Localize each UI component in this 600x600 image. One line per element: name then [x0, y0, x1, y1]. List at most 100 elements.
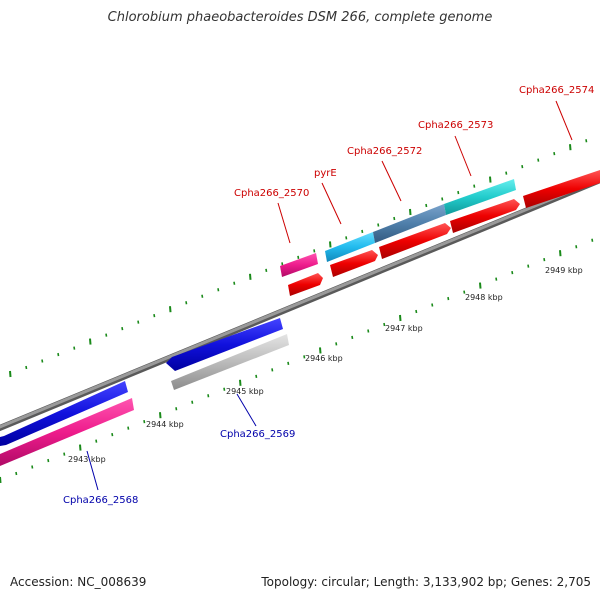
cds-pyre-arrow[interactable] [330, 250, 378, 277]
tick-mark [409, 208, 412, 216]
tick-mark [345, 236, 348, 240]
tick-mark [569, 144, 572, 151]
tick-mark [511, 271, 514, 275]
tick-mark [79, 444, 82, 451]
scale-label-2948: 2948 kbp [465, 293, 503, 302]
tick-mark [127, 426, 130, 430]
tick-mark [0, 476, 2, 484]
tick-mark [559, 250, 562, 257]
tick-mark [495, 277, 498, 281]
tick-mark [329, 241, 332, 248]
tick-track-lower [0, 238, 594, 484]
tick-mark [271, 368, 274, 372]
tick-mark [415, 309, 418, 314]
tick-mark [399, 314, 402, 322]
tick-mark [73, 346, 76, 350]
tick-mark [361, 229, 364, 234]
tick-mark [473, 184, 476, 188]
gene-label-cpha266-2573: Cpha266_2573 [418, 120, 493, 131]
tick-mark [393, 216, 396, 221]
tick-mark [505, 171, 508, 175]
cds-cpha266-2573-arrow[interactable] [450, 199, 520, 233]
tick-mark [217, 288, 220, 292]
scale-label-2943: 2943 kbp [68, 455, 106, 464]
tick-mark [521, 165, 524, 169]
tick-mark [255, 374, 258, 378]
cds-cpha266-2570-arrow[interactable] [288, 273, 323, 296]
tick-mark [239, 379, 242, 386]
tick-mark [121, 327, 124, 331]
accession-text: Accession: NC_008639 [10, 575, 147, 589]
tick-mark [47, 458, 50, 463]
tick-mark [575, 245, 578, 249]
tick-mark [25, 365, 28, 370]
scale-label-2945: 2945 kbp [226, 387, 264, 396]
tick-mark [425, 203, 428, 208]
tick-mark [105, 333, 108, 337]
tick-mark [303, 355, 306, 359]
tick-mark [441, 197, 444, 201]
gene-cpha266-2572-feature[interactable] [373, 204, 446, 243]
tick-mark [201, 294, 204, 298]
tick-mark [95, 439, 98, 443]
tick-mark [41, 359, 44, 363]
tick-mark [223, 387, 226, 391]
tick-mark [553, 152, 556, 156]
cds-cpha266-2574-arrow[interactable] [523, 170, 600, 208]
tick-mark [367, 329, 370, 333]
tick-mark [137, 320, 140, 324]
topology-text: Topology: circular; Length: 3,133,902 bp… [261, 575, 591, 589]
tick-mark [191, 400, 194, 404]
tick-mark [463, 290, 466, 294]
tick-mark [431, 303, 434, 307]
tick-mark [281, 262, 284, 266]
tick-mark [297, 255, 300, 259]
tick-mark [319, 347, 322, 354]
tick-mark [143, 420, 146, 424]
tick-mark [591, 238, 594, 242]
gene-cpha266-2573-feature[interactable] [444, 179, 516, 215]
tick-mark [89, 338, 92, 345]
tick-mark [585, 139, 588, 143]
tick-mark [537, 158, 540, 162]
tick-mark [111, 433, 114, 437]
cds-cpha266-2568-arrow[interactable] [0, 381, 128, 446]
scale-label-2947: 2947 kbp [385, 324, 423, 333]
tick-mark [169, 306, 172, 313]
gene-label-cpha266-2572: Cpha266_2572 [347, 146, 422, 157]
tick-mark [479, 282, 482, 289]
gene-label-cpha266-2570: Cpha266_2570 [234, 188, 309, 199]
tick-mark [351, 335, 354, 340]
tick-mark [175, 407, 178, 411]
gene-cpha266-2569-feature[interactable] [171, 334, 289, 390]
cds-cpha266-2569-arrow[interactable] [166, 318, 283, 371]
map-title: Chlorobium phaeobacteroides DSM 266, com… [107, 10, 493, 25]
cds-cpha266-2572-arrow[interactable] [379, 223, 451, 259]
tick-mark [287, 361, 290, 365]
tick-track-upper [9, 139, 588, 378]
tick-mark [265, 268, 268, 272]
tick-mark [489, 176, 492, 183]
tick-mark [207, 394, 210, 398]
tick-mark [543, 258, 546, 262]
tick-mark [457, 190, 460, 195]
tick-mark [383, 322, 386, 327]
tick-mark [233, 281, 236, 285]
tick-mark [159, 412, 162, 419]
gene-label-cpha266-2569: Cpha266_2569 [220, 429, 295, 440]
gene-label-cpha266-2574: Cpha266_2574 [519, 85, 594, 96]
tick-mark [335, 342, 338, 346]
tick-mark [63, 452, 66, 456]
tick-mark [57, 352, 60, 357]
gene-cpha266-2570-feature[interactable] [280, 253, 318, 277]
tick-mark [313, 249, 316, 253]
tick-mark [15, 471, 18, 476]
scale-label-2944: 2944 kbp [146, 420, 184, 429]
tick-mark [9, 370, 12, 378]
tick-mark [185, 301, 188, 305]
gene-cpha266-2568-feature[interactable] [0, 398, 134, 466]
tick-mark [153, 314, 156, 318]
scale-label-2949: 2949 kbp [545, 266, 583, 275]
gene-pyre-feature[interactable] [325, 232, 375, 262]
